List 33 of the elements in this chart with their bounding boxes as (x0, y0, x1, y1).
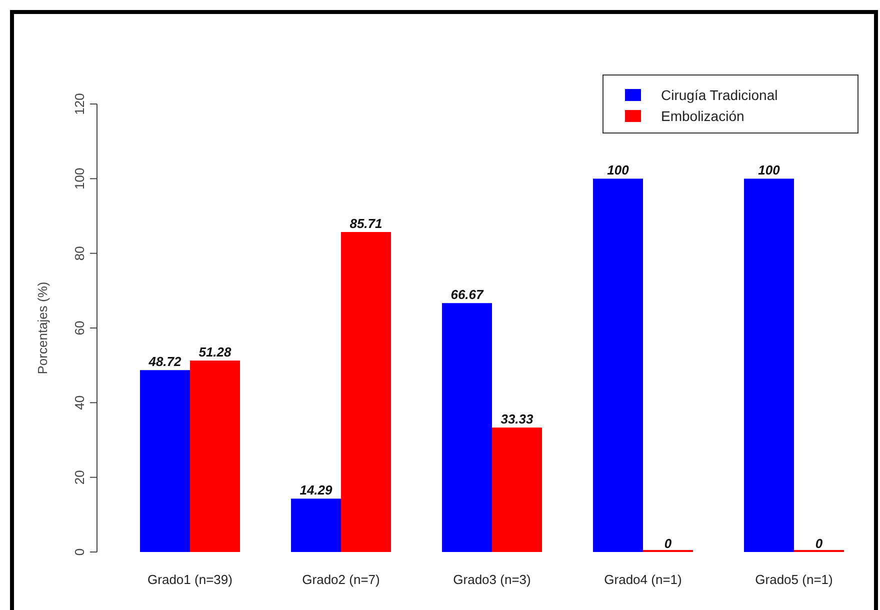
x-tick-label: Grado3 (n=3) (453, 572, 531, 587)
y-tick-label: 0 (72, 548, 87, 556)
y-tick-label: 100 (72, 168, 87, 190)
bar (593, 178, 643, 552)
y-tick-label: 60 (72, 320, 87, 336)
bar (190, 360, 240, 552)
x-tick-label: Grado1 (n=39) (148, 572, 232, 587)
data-label: 48.72 (148, 354, 182, 370)
data-label: 14.29 (300, 482, 334, 498)
bar (140, 370, 190, 552)
data-label: 100 (758, 162, 781, 178)
data-label: 0 (815, 536, 824, 551)
data-label: 33.33 (500, 412, 534, 427)
bar (492, 428, 542, 552)
data-label: 51.28 (198, 344, 232, 360)
bar (442, 303, 492, 552)
y-tick-label: 20 (72, 470, 87, 485)
data-label: 100 (607, 162, 630, 178)
x-tick-label: Grado4 (n=1) (604, 572, 682, 587)
y-tick-label: 120 (72, 93, 87, 115)
legend-label: Cirugía Tradicional (661, 87, 778, 103)
y-axis-title: Porcentajes (%) (35, 282, 50, 374)
x-tick-label: Grado5 (n=1) (755, 572, 833, 587)
bar (341, 232, 391, 552)
x-tick-label: Grado2 (n=7) (302, 572, 380, 587)
y-tick-label: 40 (72, 395, 87, 410)
data-label: 66.67 (450, 287, 484, 302)
data-label: 0 (664, 536, 672, 551)
data-label: 85.71 (350, 216, 382, 232)
y-tick-label: 80 (72, 246, 87, 261)
bar (291, 498, 341, 552)
bar (744, 178, 794, 552)
legend-label: Embolización (661, 108, 744, 124)
